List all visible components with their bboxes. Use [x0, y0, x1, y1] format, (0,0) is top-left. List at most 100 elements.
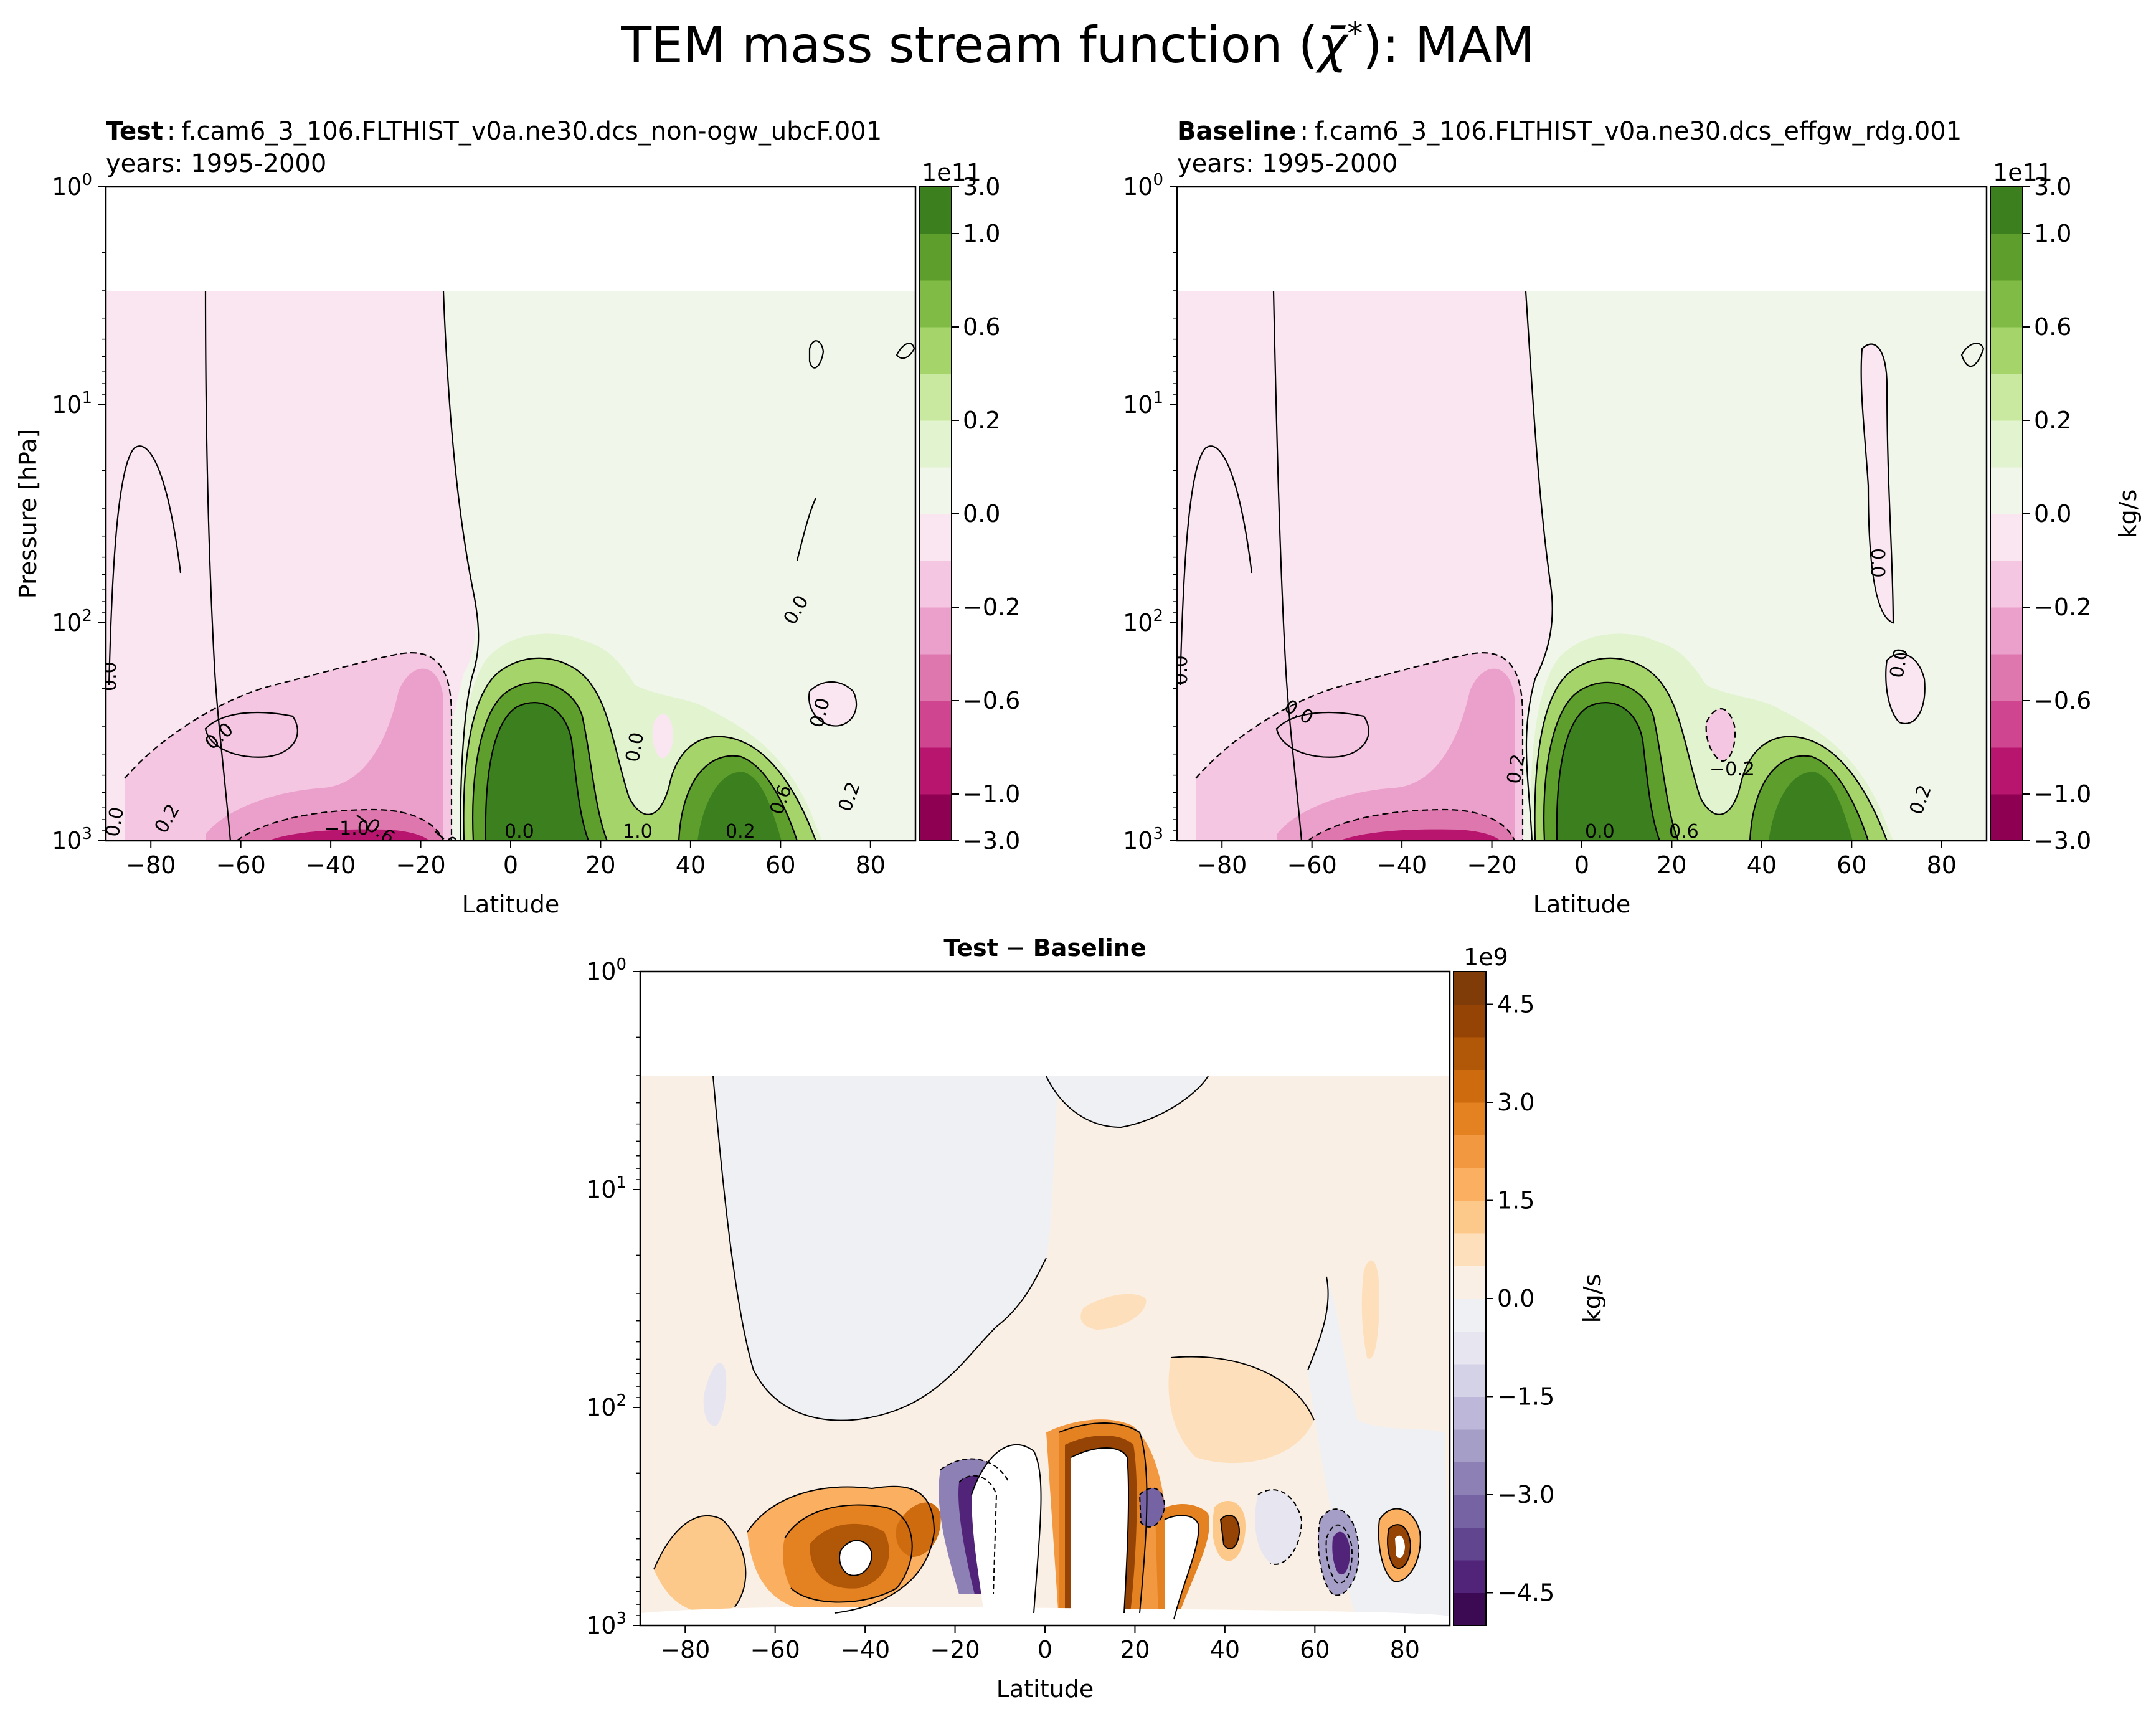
colorbar-tick-label: 3.0 — [1497, 1089, 1534, 1116]
positive-region-core — [485, 703, 782, 841]
y-tick-label: 102 — [1123, 607, 1163, 636]
x-tick-label: 60 — [1837, 851, 1866, 879]
colorbar-segment — [1454, 1592, 1486, 1626]
colorbar-segment — [919, 327, 952, 374]
panel-test-title-years: years: 1995-2000 — [106, 149, 326, 178]
colorbar-segment — [919, 607, 952, 655]
colorbar-segment — [1454, 1168, 1486, 1201]
panel-difference-xlabel: Latitude — [996, 1675, 1094, 1703]
svg-text:−0.2: −0.2 — [1709, 759, 1755, 780]
panel-test-plot-area: 0.0 0.0 0.0 0.0 0.0 0.2 0.0 −0.6 −1.0 −0… — [106, 187, 915, 841]
panel-test: Test: f.cam6_3_106.FLTHIST_v0a.ne30.dcs_n… — [14, 117, 1020, 918]
colorbar-segment — [1454, 1233, 1486, 1266]
colorbar-tick-label: −1.5 — [1497, 1383, 1554, 1411]
y-tick-label: 102 — [52, 607, 92, 636]
colorbar-segment — [1454, 1265, 1486, 1299]
figure-title: TEM mass stream function (χ̄*): MAM — [620, 16, 1535, 74]
svg-text:0.6: 0.6 — [1669, 821, 1699, 843]
colorbar-tick-label: 1.0 — [2034, 220, 2071, 247]
colorbar-tick-label: 1.0 — [963, 220, 1000, 247]
colorbar-tick-label: 0.0 — [963, 500, 1000, 527]
x-tick-label: −20 — [1467, 851, 1516, 879]
colorbar-multiplier: 1e11 — [922, 159, 981, 186]
small-negative-lobe — [809, 682, 857, 726]
contour-lines-negative — [124, 652, 453, 841]
colorbar-tick-label: 3.0 — [963, 173, 1000, 201]
x-tick-label: −80 — [1197, 851, 1247, 879]
colorbar-segment — [1990, 234, 2023, 281]
svg-text:0.0: 0.0 — [1585, 821, 1615, 843]
colorbar-segment — [919, 187, 952, 234]
x-tick-label: 0 — [503, 851, 518, 879]
colorbar-segment — [919, 561, 952, 608]
colorbar-segment — [1990, 514, 2023, 561]
colorbar-segment — [1454, 1331, 1486, 1365]
panel-difference: Test − Baseline — [586, 934, 1606, 1703]
svg-text:−1.0: −1.0 — [324, 818, 369, 840]
colorbar-tick-label: 0.2 — [963, 407, 1000, 434]
colorbar-segment — [1990, 701, 2023, 748]
x-tick-label: 40 — [1210, 1636, 1240, 1663]
colorbar-segment — [1454, 1527, 1486, 1561]
colorbar-segment — [1454, 1364, 1486, 1397]
colorbar-segment — [1454, 1429, 1486, 1462]
colorbar-segment — [1990, 374, 2023, 421]
x-tick-label: 40 — [1747, 851, 1777, 879]
colorbar-tick-label: −3.0 — [963, 827, 1020, 854]
x-tick-label: −20 — [930, 1636, 980, 1663]
colorbar-segment — [1454, 1560, 1486, 1593]
panel-baseline-title-years: years: 1995-2000 — [1177, 149, 1397, 178]
svg-text:0.0: 0.0 — [1886, 646, 1913, 679]
x-tick-label: 20 — [585, 851, 615, 879]
x-tick-label: −60 — [750, 1636, 800, 1663]
colorbar-segment — [1454, 1495, 1486, 1528]
x-tick-label: −40 — [840, 1636, 890, 1663]
colorbar-segment — [1454, 1037, 1486, 1070]
colorbar-segment — [919, 701, 952, 748]
colorbar-tick-label: 0.0 — [2034, 500, 2071, 527]
colorbar-multiplier: 1e9 — [1463, 944, 1508, 971]
y-tick-label: 100 — [1123, 171, 1163, 201]
panel-baseline-colorbar-label: kg/s — [2114, 490, 2142, 539]
y-tick-label: 100 — [586, 955, 626, 985]
panel-difference-colorbar: 4.5 3.0 1.5 0.0 −1.5 −3.0 −4.5 1e9 — [1453, 944, 1554, 1626]
y-tick-label: 100 — [52, 171, 92, 201]
colorbar-segment — [1454, 972, 1486, 1005]
colorbar-segment — [919, 794, 952, 841]
x-tick-label: −20 — [395, 851, 445, 879]
x-tick-label: −60 — [1287, 851, 1337, 879]
colorbar-tick-label: −0.6 — [963, 687, 1020, 714]
colorbar-segment — [1990, 420, 2023, 468]
colorbar-segment — [1990, 187, 2023, 234]
colorbar-tick-label: −0.2 — [963, 594, 1020, 621]
svg-text:0.0: 0.0 — [1170, 655, 1192, 685]
panel-baseline: Baseline: f.cam6_3_106.FLTHIST_v0a.ne30.d… — [1123, 117, 2142, 918]
panel-test-axes: −80 −60 −40 −20 0 20 40 60 80 100 101 102 103 — [52, 171, 886, 879]
colorbar-multiplier: 1e11 — [1993, 159, 2053, 186]
colorbar-segment — [1990, 794, 2023, 841]
x-tick-label: 40 — [676, 851, 706, 879]
colorbar-segment — [919, 280, 952, 328]
colorbar-segment — [1990, 607, 2023, 655]
colorbar-segment — [919, 374, 952, 421]
x-tick-label: 60 — [765, 851, 795, 879]
x-tick-label: 80 — [1390, 1636, 1420, 1663]
colorbar-tick-label: −1.0 — [963, 780, 1020, 808]
panel-test-title-line1: Test: f.cam6_3_106.FLTHIST_v0a.ne30.dcs_n… — [106, 117, 882, 146]
y-tick-label: 103 — [586, 1609, 626, 1639]
colorbar-segment — [919, 420, 952, 468]
x-tick-label: 0 — [1574, 851, 1589, 879]
panel-baseline-plot-area: 0.0 0.0 0.0 0.2 0.0 −0.2 0.0 0.6 0.2 — [1170, 187, 1987, 843]
colorbar-tick-label: 1.5 — [1497, 1187, 1534, 1214]
panel-baseline-colorbar: 3.0 1.0 0.6 0.2 0.0 −0.2 −0.6 −1.0 −3.0 1e11 — [1990, 159, 2091, 854]
negative-region-core — [268, 829, 430, 841]
panel-difference-plot-area — [640, 972, 1450, 1625]
x-tick-label: −40 — [1377, 851, 1427, 879]
panel-test-ylabel: Pressure [hPa] — [14, 429, 42, 599]
colorbar-tick-label: 3.0 — [2034, 173, 2071, 201]
x-tick-label: 80 — [856, 851, 886, 879]
svg-text:0.0: 0.0 — [1866, 548, 1888, 578]
panel-difference-title: Test − Baseline — [943, 934, 1146, 962]
colorbar-segment — [1990, 327, 2023, 374]
